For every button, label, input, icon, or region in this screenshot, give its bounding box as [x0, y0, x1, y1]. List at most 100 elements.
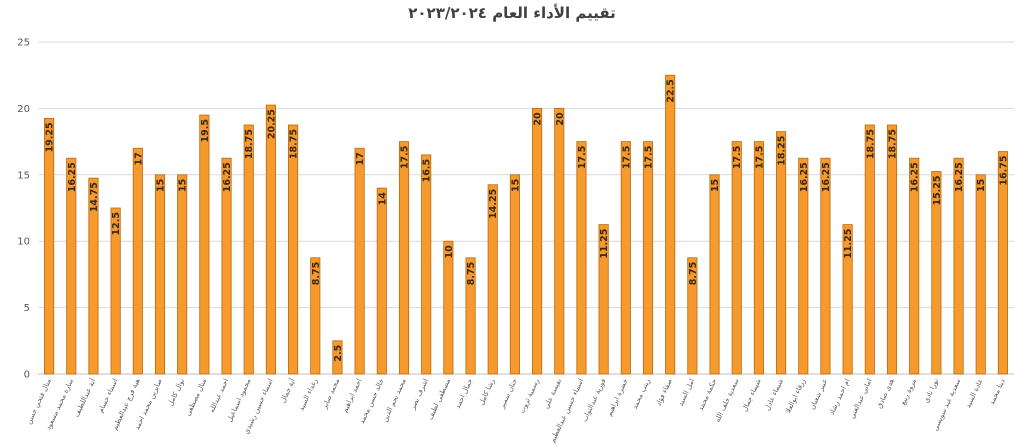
- data-label: 8.75: [311, 262, 322, 285]
- x-tick-label: نورا نادي: [922, 377, 940, 404]
- bar: [221, 157, 232, 375]
- data-label: 15: [178, 179, 189, 192]
- x-tick-label: اشرف نصر: [408, 377, 430, 411]
- data-label: 18.75: [244, 129, 255, 159]
- x-tick-label: عادة السيد: [964, 377, 985, 409]
- data-label: 17.5: [644, 146, 655, 169]
- bar: [864, 124, 875, 375]
- x-tick-label: دينا محمد: [988, 377, 1007, 405]
- y-tick-label: 25: [17, 38, 30, 49]
- data-label: 11.25: [599, 229, 610, 259]
- x-tick-label: اماني عبدالغني: [848, 377, 874, 420]
- bar: [620, 141, 631, 375]
- data-label: 16.25: [910, 162, 921, 192]
- x-tick-label: اسماء حسام: [97, 377, 120, 414]
- data-label: 14: [377, 192, 388, 206]
- bar: [709, 174, 720, 375]
- data-label: 20: [555, 112, 566, 126]
- y-tick-label: 10: [17, 237, 30, 248]
- bar: [820, 157, 831, 375]
- chart-title: تقييم الأداء العام ٢٠٢٣/٢٠٢٤: [408, 4, 616, 22]
- data-label: 10: [444, 245, 455, 259]
- y-tick-label: 15: [17, 170, 30, 181]
- bar: [110, 207, 121, 375]
- bar: [842, 224, 853, 375]
- x-tick-label: زينب محمد: [631, 377, 652, 410]
- x-tick-label: سعدية خلف الله: [713, 377, 740, 423]
- bar: [421, 154, 432, 375]
- x-tick-label: نفيسة علي: [542, 377, 563, 410]
- bar: [487, 184, 498, 375]
- data-label: 18.75: [888, 129, 899, 159]
- bar: [398, 141, 410, 375]
- bar: [509, 174, 520, 375]
- data-label: 15: [976, 179, 987, 192]
- x-tick-label: ام احمد رشاد: [828, 377, 852, 416]
- bar: [265, 104, 276, 375]
- x-tick-label: فوزية عبدالتواب: [581, 377, 608, 423]
- bar: [288, 124, 299, 375]
- bar: [243, 124, 254, 375]
- data-label: 20: [533, 112, 544, 126]
- bar: [953, 157, 964, 375]
- data-label: 19.25: [45, 122, 56, 152]
- bar: [642, 141, 654, 375]
- bar: [88, 177, 99, 375]
- data-label: 16.25: [67, 162, 78, 192]
- y-tick-label: 5: [24, 303, 30, 314]
- bar: [909, 157, 920, 375]
- data-label: 17.5: [621, 146, 632, 169]
- data-label: 17.5: [754, 146, 765, 169]
- data-label: 17.5: [732, 146, 743, 169]
- data-label: 14.75: [89, 182, 100, 212]
- bar: [886, 124, 898, 375]
- bar: [443, 240, 454, 375]
- data-label: 18.75: [865, 129, 876, 159]
- bar: [154, 174, 166, 375]
- bar: [310, 257, 321, 375]
- x-tick-label: احمد ابراهيم: [341, 377, 364, 413]
- bar: [687, 257, 698, 375]
- x-tick-label: آية جمال: [278, 376, 297, 404]
- bar: [665, 74, 676, 375]
- x-tick-label: شيماء جمال: [741, 377, 763, 412]
- bar: [177, 174, 188, 375]
- bar: [332, 340, 343, 375]
- bar: [66, 157, 77, 375]
- y-tick-label: 20: [17, 104, 30, 115]
- x-tick-label: زرقاء ابوالعلا: [784, 377, 807, 414]
- bar: [598, 224, 609, 375]
- bar: [354, 147, 365, 375]
- bar: [731, 141, 742, 375]
- data-label: 16.25: [821, 162, 832, 192]
- data-label: 19.5: [200, 119, 211, 142]
- x-tick-label: منال مصطفى: [184, 377, 208, 417]
- x-tick-label: امل السيد: [677, 377, 697, 407]
- data-label: 16.25: [954, 162, 965, 192]
- x-tick-label: مروة ربيع: [899, 377, 918, 406]
- y-tick-label: 0: [24, 370, 30, 381]
- data-label: 16.25: [799, 162, 810, 192]
- bar: [44, 117, 55, 375]
- bar: [776, 131, 787, 375]
- data-label: 16.25: [222, 162, 233, 192]
- x-tick-label: رغداء السيد: [297, 377, 319, 411]
- bar: [376, 187, 387, 375]
- bar: [554, 108, 565, 375]
- x-tick-label: محمد نجم الدين: [381, 377, 408, 423]
- x-tick-label: رشا كامل: [477, 377, 496, 406]
- data-label: 12.5: [111, 212, 122, 235]
- bar: [132, 147, 143, 375]
- bar: [975, 174, 986, 375]
- bar: [798, 157, 809, 375]
- data-label: 20.25: [266, 109, 277, 139]
- x-tick-label: رسمية ثروت: [518, 377, 541, 414]
- x-tick-label: نوال كامل: [166, 377, 186, 407]
- x-tick-label: خضرة ابراهيم: [605, 377, 629, 417]
- bar: [576, 141, 587, 375]
- bar: [199, 114, 210, 375]
- x-tick-label: جمال احمد: [454, 377, 475, 409]
- x-tick-label: حنان سمير: [498, 377, 519, 410]
